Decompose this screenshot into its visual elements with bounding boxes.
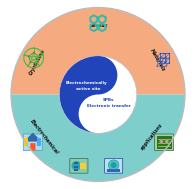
Circle shape: [27, 65, 29, 67]
Wedge shape: [98, 56, 137, 133]
Circle shape: [156, 65, 158, 67]
Circle shape: [30, 62, 31, 63]
Circle shape: [160, 140, 163, 143]
Circle shape: [28, 56, 29, 57]
FancyBboxPatch shape: [30, 143, 35, 150]
Circle shape: [33, 52, 34, 53]
Circle shape: [165, 140, 169, 143]
FancyBboxPatch shape: [74, 162, 78, 164]
FancyBboxPatch shape: [105, 158, 123, 173]
Wedge shape: [11, 8, 185, 94]
Circle shape: [160, 57, 161, 59]
Text: Materials: Materials: [149, 48, 166, 72]
Circle shape: [39, 65, 40, 67]
Circle shape: [36, 62, 37, 63]
Circle shape: [165, 61, 167, 62]
Circle shape: [92, 108, 104, 120]
Circle shape: [160, 62, 161, 63]
Wedge shape: [11, 94, 185, 181]
Polygon shape: [24, 133, 42, 142]
Circle shape: [42, 54, 44, 56]
Circle shape: [165, 65, 167, 67]
FancyBboxPatch shape: [154, 134, 174, 151]
Circle shape: [33, 52, 34, 53]
Circle shape: [42, 54, 44, 56]
Circle shape: [169, 53, 170, 54]
Circle shape: [39, 65, 40, 67]
FancyBboxPatch shape: [37, 138, 41, 146]
Circle shape: [164, 57, 166, 59]
Circle shape: [161, 56, 162, 57]
Circle shape: [59, 56, 137, 133]
Circle shape: [156, 56, 158, 57]
Circle shape: [30, 62, 31, 63]
Circle shape: [156, 61, 158, 62]
Circle shape: [28, 56, 29, 57]
Text: Electrochemically
   active site: Electrochemically active site: [65, 81, 107, 91]
FancyBboxPatch shape: [74, 169, 78, 171]
Circle shape: [92, 69, 104, 81]
FancyBboxPatch shape: [107, 169, 121, 172]
Circle shape: [30, 62, 31, 63]
Circle shape: [38, 56, 39, 57]
Text: applications: applications: [140, 122, 164, 151]
Circle shape: [160, 53, 161, 54]
Circle shape: [24, 54, 25, 56]
Circle shape: [161, 65, 162, 67]
Circle shape: [111, 162, 117, 168]
Circle shape: [38, 56, 39, 57]
Circle shape: [169, 62, 170, 63]
Circle shape: [164, 62, 166, 63]
Wedge shape: [98, 56, 117, 94]
FancyBboxPatch shape: [74, 166, 78, 168]
FancyBboxPatch shape: [157, 136, 172, 149]
Text: Crystalline: Crystalline: [29, 48, 46, 76]
Circle shape: [72, 161, 81, 170]
Circle shape: [33, 52, 34, 53]
Circle shape: [169, 57, 170, 59]
Circle shape: [161, 61, 162, 62]
Circle shape: [33, 47, 34, 49]
Text: porous: porous: [89, 23, 107, 29]
FancyBboxPatch shape: [24, 138, 28, 146]
FancyBboxPatch shape: [80, 163, 86, 169]
Circle shape: [27, 65, 29, 67]
FancyBboxPatch shape: [70, 158, 88, 173]
Circle shape: [24, 54, 25, 56]
Circle shape: [164, 53, 166, 54]
Circle shape: [165, 56, 167, 57]
Circle shape: [108, 160, 119, 170]
Text: Electrochemical: Electrochemical: [29, 118, 59, 155]
FancyBboxPatch shape: [23, 134, 42, 151]
Wedge shape: [79, 94, 98, 133]
Text: SPBs
Electronic transfer: SPBs Electronic transfer: [87, 98, 131, 108]
Circle shape: [36, 62, 37, 63]
Circle shape: [28, 56, 29, 57]
Circle shape: [33, 47, 34, 49]
